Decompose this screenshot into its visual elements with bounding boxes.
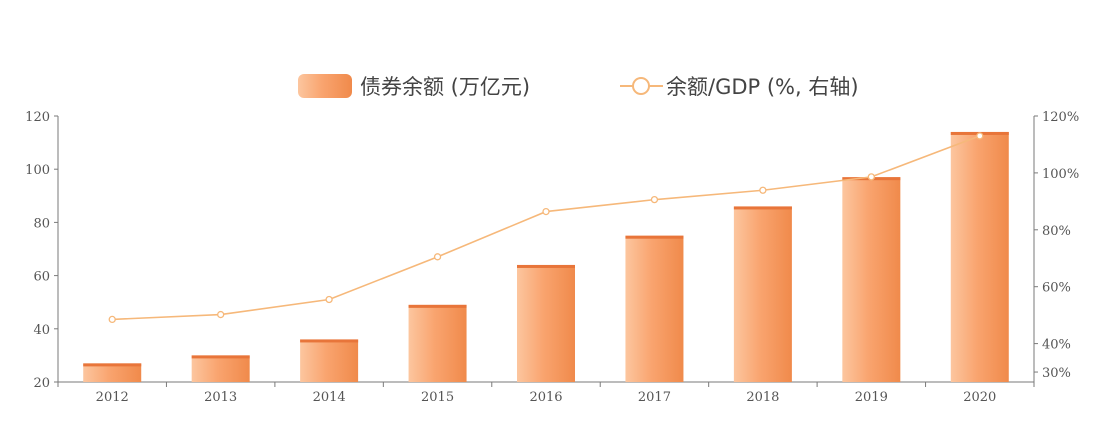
y-right-ticks: 30% 40% 60% 80% 100% 120% (1034, 110, 1079, 381)
bar (83, 363, 142, 382)
bar (517, 264, 575, 382)
line-point (433, 253, 442, 261)
y-left-tick-label: 120 (25, 110, 50, 125)
y-left-tick-label: 60 (33, 270, 50, 285)
y-left-tick-label: 20 (33, 376, 50, 391)
bar-top-cap (300, 339, 359, 343)
x-ticks: 2012 2013 2014 2015 2016 2017 2018 2019 2020 (57, 382, 1035, 405)
line-point (976, 132, 984, 140)
bar (408, 304, 467, 382)
x-tick-label: 2017 (638, 390, 671, 405)
legend-label-bar: 债券余额 (万亿元) (360, 75, 530, 99)
y-right-tick-label: 40% (1042, 338, 1071, 353)
bar (191, 355, 250, 382)
bar-top-cap (625, 235, 684, 239)
bar-series (83, 131, 1009, 382)
bar (842, 177, 901, 382)
x-tick-label: 2012 (96, 390, 129, 405)
y-left-tick-label: 100 (25, 163, 50, 178)
bar (950, 131, 1009, 382)
bar (625, 235, 684, 382)
legend-label-line: 余额/GDP (%, 右轴) (666, 75, 859, 99)
x-tick-label: 2016 (529, 390, 562, 405)
legend-bar-swatch (298, 74, 352, 98)
bar (733, 206, 792, 382)
line-series (108, 132, 984, 324)
y-left-tick-label: 80 (33, 216, 50, 231)
x-tick-label: 2019 (855, 390, 888, 405)
x-tick-label: 2015 (421, 390, 454, 405)
x-tick-label: 2018 (746, 390, 779, 405)
line-point (759, 186, 767, 194)
line-point (108, 315, 116, 324)
line-point (650, 195, 659, 204)
bar-top-cap (83, 363, 142, 367)
y-right-tick-label: 80% (1042, 224, 1071, 239)
line-point (325, 295, 333, 304)
legend-line-marker (632, 77, 650, 95)
line-point (867, 173, 875, 181)
bar-top-cap (517, 264, 575, 268)
bar-top-cap (191, 355, 250, 359)
line-point (217, 310, 225, 319)
x-tick-label: 2014 (313, 390, 346, 405)
line-point (542, 207, 550, 216)
bar (300, 339, 359, 382)
y-right-tick-label: 60% (1042, 281, 1071, 296)
bar-top-cap (408, 304, 467, 308)
bar-top-cap (733, 206, 792, 210)
y-left-ticks: 20 40 60 80 100 120 (25, 110, 58, 391)
x-tick-label: 2013 (204, 390, 237, 405)
x-tick-label: 2020 (963, 390, 996, 405)
y-right-tick-label: 30% (1042, 366, 1071, 381)
y-left-tick-label: 40 (33, 323, 50, 338)
y-right-tick-label: 120% (1042, 110, 1079, 125)
axes: 20 40 60 80 100 120 30% 40% 60% 80% 100% 120% 2012… (25, 110, 1079, 405)
legend: 债券余额 (万亿元) 余额/GDP (%, 右轴) (298, 74, 859, 99)
y-right-tick-label: 100% (1042, 167, 1079, 182)
